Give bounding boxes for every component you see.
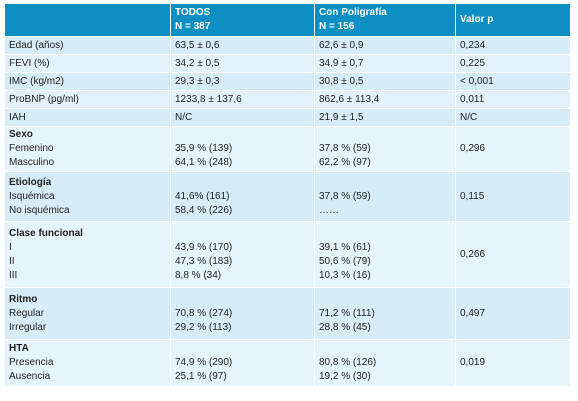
group-row-ritmo: Ritmo Regular Irregular 70,8 % (274) 29,…: [4, 287, 571, 340]
group-item-todos: 25,1 % (97): [175, 371, 227, 382]
table-row: IAH N/C 21,9 ± 1,5 N/C: [4, 108, 571, 127]
group-p-value: 0,266: [455, 221, 571, 288]
header-poligrafia: Con Poligrafía N = 156: [314, 3, 456, 37]
group-item-poligrafia: 28,8 % (45): [319, 321, 371, 333]
group-poligrafia-values: 71,2 % (111) 28,8 % (45): [314, 287, 456, 340]
row-todos-value: 34,2 ± 0,5: [170, 54, 315, 73]
row-todos-value: 63,5 ± 0,6: [170, 36, 315, 55]
group-item-label: II: [9, 255, 15, 267]
group-p-value: 0,115: [455, 171, 571, 222]
group-labels: Clase funcional I II III: [4, 221, 171, 288]
group-item-todos: 64,1 % (248): [175, 157, 233, 168]
group-p-value: 0,497: [455, 287, 571, 340]
header-valor-p: Valor p: [455, 3, 571, 37]
header-row: TODOS N = 387 Con Poligrafía N = 156 Val…: [4, 3, 571, 37]
row-poligrafia-value: 21,9 ± 1,5: [314, 108, 456, 127]
group-item-poligrafia: ……: [319, 204, 339, 216]
group-item-label: Masculino: [9, 157, 55, 168]
group-labels: Ritmo Regular Irregular: [4, 287, 171, 340]
header-poligrafia-n: N = 156: [319, 21, 355, 32]
group-item-poligrafia: 10,3 % (16): [319, 269, 371, 281]
row-p-value: 0,234: [455, 36, 571, 55]
row-p-value: 0,225: [455, 54, 571, 73]
table-row: FEVI (%) 34,2 ± 0,5 34,9 ± 0,7 0,225: [4, 54, 571, 73]
group-item-poligrafia: 19,2 % (30): [319, 371, 371, 382]
group-item-poligrafia: 80,8 % (126): [319, 357, 377, 368]
group-item-label: Ausencia: [9, 371, 51, 382]
group-title: Sexo: [9, 129, 33, 140]
group-item-poligrafia: 50,6 % (79): [319, 255, 371, 267]
group-row-etiologia: Etiología Isquémica No isquémica 41,6% (…: [4, 171, 571, 222]
header-todos: TODOS N = 387: [170, 3, 315, 37]
group-todos-values: 43,9 % (170) 47,3 % (183) 8,8 % (34): [170, 221, 315, 288]
group-title: Etiología: [9, 176, 52, 188]
row-todos-value: 1233,8 ± 137,6: [170, 90, 315, 109]
group-row-clase-funcional: Clase funcional I II III 43,9 % (170) 47…: [4, 221, 571, 288]
group-item-label: Regular: [9, 307, 45, 319]
group-item-todos: 41,6% (161): [175, 190, 230, 202]
group-item-todos: 8,8 % (34): [175, 269, 222, 281]
group-todos-values: 35,9 % (139) 64,1 % (248): [170, 126, 315, 172]
table-row: ProBNP (pg/ml) 1233,8 ± 137,6 862,6 ± 11…: [4, 90, 571, 109]
row-todos-value: 29,3 ± 0,3: [170, 72, 315, 91]
row-label: ProBNP (pg/ml): [4, 90, 171, 109]
group-todos-values: 74,9 % (290) 25,1 % (97): [170, 339, 315, 387]
group-item-todos: 43,9 % (170): [175, 241, 233, 253]
row-poligrafia-value: 34,9 ± 0,7: [314, 54, 456, 73]
group-item-poligrafia: 71,2 % (111): [319, 307, 375, 319]
group-item-label: Presencia: [9, 357, 54, 368]
header-empty-cell: [4, 3, 171, 37]
table-row: Edad (años) 63,5 ± 0,6 62,6 ± 0,9 0,234: [4, 36, 571, 55]
group-item-label: I: [9, 241, 12, 253]
row-p-value: < 0,001: [455, 72, 571, 91]
group-item-label: Isquémica: [9, 190, 55, 202]
group-poligrafia-values: 39,1 % (61) 50,6 % (79) 10,3 % (16): [314, 221, 456, 288]
row-label: IMC (kg/m2): [4, 72, 171, 91]
header-todos-n: N = 387: [175, 21, 211, 32]
group-title: Clase funcional: [9, 227, 83, 239]
group-item-todos: 47,3 % (183): [175, 255, 233, 267]
group-p-value: 0,019: [455, 339, 571, 387]
group-labels: Sexo Femenino Masculino: [4, 126, 171, 172]
group-poligrafia-values: 37,8 % (59) 62,2 % (97): [314, 126, 456, 172]
group-item-label: III: [9, 269, 18, 281]
group-item-todos: 70,8 % (274): [175, 307, 233, 319]
row-todos-value: N/C: [170, 108, 315, 127]
group-item-poligrafia: 37,8 % (59): [319, 190, 371, 202]
row-poligrafia-value: 862,6 ± 113,4: [314, 90, 456, 109]
row-label: Edad (años): [4, 36, 171, 55]
group-row-hta: HTA Presencia Ausencia 74,9 % (290) 25,1…: [4, 339, 571, 387]
group-item-todos: 74,9 % (290): [175, 357, 233, 368]
group-poligrafia-values: 37,8 % (59) ……: [314, 171, 456, 222]
group-labels: Etiología Isquémica No isquémica: [4, 171, 171, 222]
group-labels: HTA Presencia Ausencia: [4, 339, 171, 387]
row-p-value: N/C: [455, 108, 571, 127]
row-poligrafia-value: 30,8 ± 0,5: [314, 72, 456, 91]
group-item-todos: 58,4 % (226): [175, 204, 233, 216]
group-p-value: 0,296: [455, 126, 571, 172]
group-item-label: Femenino: [9, 143, 54, 154]
group-title: HTA: [9, 343, 29, 354]
comparison-table: TODOS N = 387 Con Poligrafía N = 156 Val…: [4, 3, 571, 387]
group-title: Ritmo: [9, 293, 38, 305]
group-item-label: No isquémica: [9, 204, 70, 216]
table-row: IMC (kg/m2) 29,3 ± 0,3 30,8 ± 0,5 < 0,00…: [4, 72, 571, 91]
header-poligrafia-title: Con Poligrafía: [319, 7, 387, 18]
row-label: IAH: [4, 108, 171, 127]
group-item-todos: 35,9 % (139): [175, 143, 233, 154]
row-poligrafia-value: 62,6 ± 0,9: [314, 36, 456, 55]
group-todos-values: 70,8 % (274) 29,2 % (113): [170, 287, 315, 340]
group-row-sexo: Sexo Femenino Masculino 35,9 % (139) 64,…: [4, 126, 571, 172]
row-p-value: 0,011: [455, 90, 571, 109]
group-todos-values: 41,6% (161) 58,4 % (226): [170, 171, 315, 222]
group-item-poligrafia: 39,1 % (61): [319, 241, 371, 253]
header-todos-title: TODOS: [175, 7, 211, 18]
group-item-poligrafia: 37,8 % (59): [319, 143, 371, 154]
row-label: FEVI (%): [4, 54, 171, 73]
group-poligrafia-values: 80,8 % (126) 19,2 % (30): [314, 339, 456, 387]
group-item-poligrafia: 62,2 % (97): [319, 157, 371, 168]
group-item-label: Irregular: [9, 321, 47, 333]
group-item-todos: 29,2 % (113): [175, 321, 232, 333]
